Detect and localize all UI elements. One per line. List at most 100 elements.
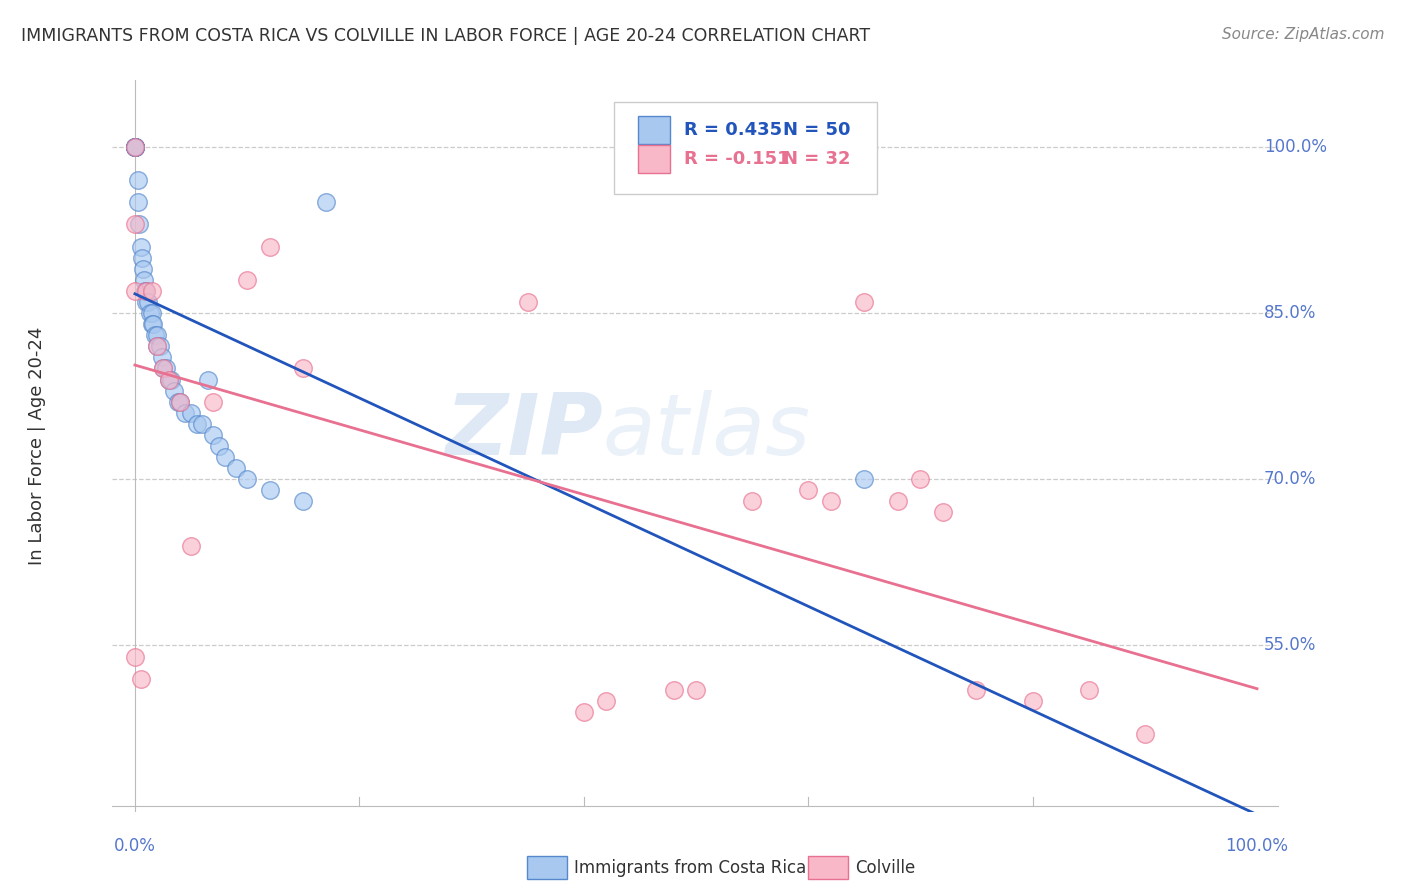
Point: [152, 361, 174, 376]
Point: [135, 294, 157, 309]
Text: Colville: Colville: [855, 859, 915, 877]
Point: [174, 406, 197, 420]
Point: [214, 450, 236, 464]
Point: [572, 705, 595, 719]
Point: [124, 140, 146, 154]
Point: [202, 394, 225, 409]
Point: [146, 328, 169, 343]
Point: [135, 284, 157, 298]
Point: [129, 672, 152, 686]
Point: [124, 140, 146, 154]
Point: [169, 394, 191, 409]
Point: [159, 372, 183, 386]
Text: 100.0%: 100.0%: [1226, 837, 1288, 855]
Point: [887, 494, 910, 508]
Point: [166, 394, 188, 409]
Point: [124, 140, 146, 154]
Point: [797, 483, 820, 498]
Point: [132, 273, 155, 287]
Text: 70.0%: 70.0%: [1264, 470, 1316, 488]
Point: [124, 140, 146, 154]
Point: [141, 284, 163, 298]
Text: 55.0%: 55.0%: [1264, 637, 1316, 655]
Point: [853, 472, 876, 486]
FancyBboxPatch shape: [614, 103, 877, 194]
Point: [138, 306, 160, 320]
FancyBboxPatch shape: [638, 145, 671, 173]
Point: [124, 140, 146, 154]
Text: Source: ZipAtlas.com: Source: ZipAtlas.com: [1222, 27, 1385, 42]
Point: [142, 317, 165, 331]
Point: [163, 384, 186, 398]
Point: [853, 294, 876, 309]
Point: [910, 472, 932, 486]
Point: [152, 361, 174, 376]
Text: 85.0%: 85.0%: [1264, 304, 1316, 322]
Point: [131, 251, 153, 265]
Point: [236, 472, 259, 486]
Point: [932, 506, 955, 520]
Point: [225, 461, 247, 475]
Text: In Labor Force | Age 20-24: In Labor Force | Age 20-24: [28, 326, 45, 566]
Point: [259, 239, 281, 253]
Point: [180, 539, 202, 553]
Point: [180, 406, 202, 420]
Point: [124, 218, 146, 232]
Point: [208, 439, 231, 453]
Point: [132, 261, 155, 276]
Point: [236, 273, 259, 287]
Point: [124, 284, 146, 298]
Point: [186, 417, 208, 431]
Point: [135, 284, 157, 298]
Point: [202, 428, 225, 442]
Point: [685, 682, 707, 697]
Point: [197, 372, 219, 386]
Point: [124, 649, 146, 664]
Point: [966, 682, 988, 697]
Point: [149, 339, 172, 353]
Point: [662, 682, 685, 697]
Point: [1021, 694, 1043, 708]
Point: [124, 140, 146, 154]
Point: [820, 494, 842, 508]
Point: [157, 372, 180, 386]
Point: [169, 394, 191, 409]
Point: [150, 351, 173, 365]
Point: [292, 494, 315, 508]
Point: [124, 140, 146, 154]
Point: [127, 173, 149, 187]
Point: [124, 140, 146, 154]
Text: R = 0.435: R = 0.435: [685, 121, 782, 139]
Point: [146, 339, 169, 353]
Text: ZIP: ZIP: [444, 390, 603, 473]
Point: [315, 195, 337, 210]
Point: [127, 195, 149, 210]
Text: 100.0%: 100.0%: [1264, 137, 1327, 156]
Point: [141, 317, 163, 331]
Text: Immigrants from Costa Rica: Immigrants from Costa Rica: [574, 859, 806, 877]
Text: N = 50: N = 50: [783, 121, 851, 139]
Point: [143, 328, 166, 343]
Point: [516, 294, 538, 309]
Point: [128, 218, 150, 232]
Text: atlas: atlas: [603, 390, 811, 473]
Point: [146, 339, 169, 353]
Point: [129, 239, 152, 253]
Point: [138, 294, 160, 309]
Text: R = -0.151: R = -0.151: [685, 150, 790, 169]
Point: [191, 417, 214, 431]
Point: [124, 140, 146, 154]
Point: [259, 483, 281, 498]
Point: [141, 306, 163, 320]
FancyBboxPatch shape: [638, 116, 671, 144]
Point: [155, 361, 177, 376]
Point: [741, 494, 763, 508]
Point: [595, 694, 617, 708]
Point: [124, 140, 146, 154]
Point: [157, 372, 180, 386]
Point: [134, 284, 156, 298]
Text: N = 32: N = 32: [783, 150, 851, 169]
Text: IMMIGRANTS FROM COSTA RICA VS COLVILLE IN LABOR FORCE | AGE 20-24 CORRELATION CH: IMMIGRANTS FROM COSTA RICA VS COLVILLE I…: [21, 27, 870, 45]
Text: 0.0%: 0.0%: [114, 837, 156, 855]
Point: [292, 361, 315, 376]
